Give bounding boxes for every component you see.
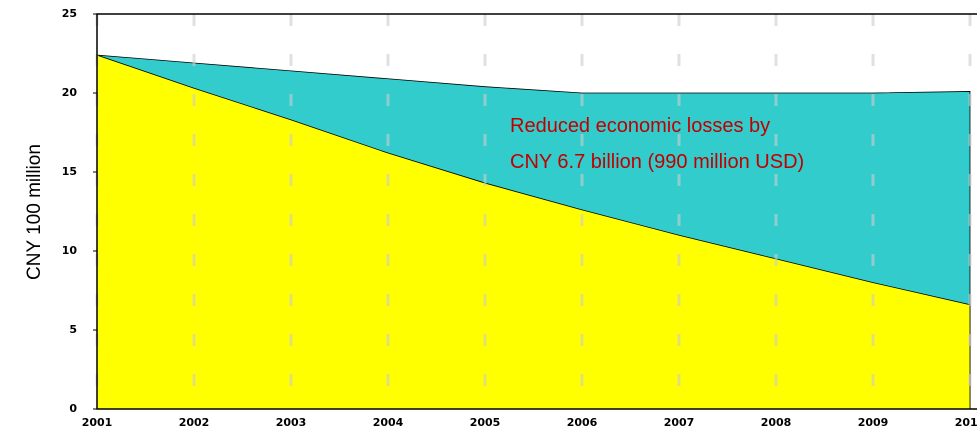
y-axis-label: CNY 100 million [24, 144, 45, 280]
x-tick-label: 2005 [470, 416, 501, 429]
y-tick-label: 5 [69, 323, 77, 336]
x-tick-label: 2001 [82, 416, 113, 429]
annotation: Reduced economic losses by [510, 115, 770, 137]
x-tick-label: 2004 [373, 416, 404, 429]
y-tick-label: 10 [62, 244, 78, 257]
x-tick-label: 2006 [567, 416, 598, 429]
x-tick-label: 2007 [664, 416, 695, 429]
x-tick-label: 2002 [179, 416, 210, 429]
x-tick-label: 2008 [761, 416, 792, 429]
x-tick-label: 2009 [858, 416, 889, 429]
plot-area: 2001 2002 2003 2004 2005 2006 2007 2008 2009 201 0… [62, 7, 977, 429]
y-tick-label: 15 [62, 165, 77, 178]
annotation: CNY 6.7 billion (990 million USD) [510, 151, 804, 173]
plot-border [96, 13, 977, 410]
x-tick-label: 2003 [276, 416, 307, 429]
y-tick-label: 25 [62, 7, 77, 20]
y-tick-label: 20 [62, 86, 78, 99]
y-tick-label: 0 [69, 402, 77, 415]
